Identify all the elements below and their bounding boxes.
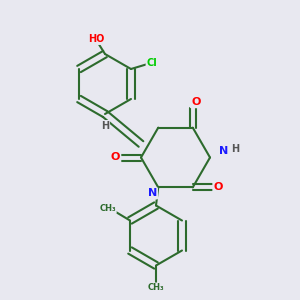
Text: H: H xyxy=(231,143,240,154)
Text: CH₃: CH₃ xyxy=(99,204,116,213)
Text: H: H xyxy=(101,121,109,131)
Text: Cl: Cl xyxy=(147,58,158,68)
Text: O: O xyxy=(191,97,200,107)
Text: HO: HO xyxy=(88,34,104,44)
Text: O: O xyxy=(214,182,223,192)
Text: N: N xyxy=(148,188,157,198)
Text: CH₃: CH₃ xyxy=(148,284,164,292)
Text: N: N xyxy=(219,146,228,157)
Text: O: O xyxy=(111,152,120,163)
